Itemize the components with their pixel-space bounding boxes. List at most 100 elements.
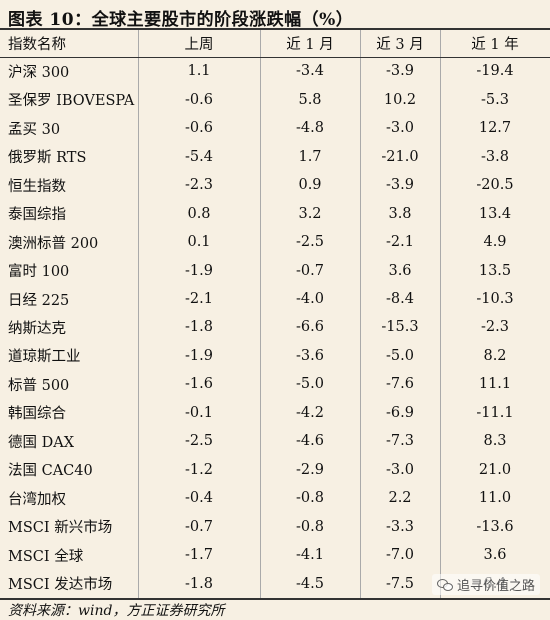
- cell-index-name: 圣保罗 IBOVESPA: [8, 93, 135, 110]
- cell-last-week: -2.5: [185, 433, 213, 450]
- cell-last-week: -0.6: [185, 91, 213, 108]
- cell-index-name: 纳斯达克: [8, 320, 66, 337]
- cell-1-year: 13.4: [478, 205, 512, 222]
- cell-1-year: -5.3: [481, 91, 509, 108]
- cell-3-month: -3.9: [386, 63, 414, 80]
- cell-index-name: 日经 225: [8, 292, 70, 309]
- table-row: 道琼斯工业 -1.9 -3.6 -5.0 8.2: [0, 342, 550, 370]
- cell-1-year: -3.8: [481, 148, 509, 165]
- cell-last-week: 0.1: [187, 234, 211, 251]
- table-row: 法国 CAC40 -1.2 -2.9 -3.0 21.0: [0, 456, 550, 484]
- header-last-week: 上周: [184, 37, 214, 53]
- table-header-rule: [0, 57, 550, 58]
- table-row: 泰国综指 0.8 3.2 3.8 13.4: [0, 199, 550, 227]
- cell-1-year: 8.2: [483, 347, 507, 364]
- cell-last-week: -2.3: [185, 177, 213, 194]
- column-divider: [360, 30, 361, 598]
- cell-last-week: -1.8: [185, 575, 213, 592]
- cell-1-year: 8.3: [483, 433, 507, 450]
- cell-last-week: -1.9: [185, 262, 213, 279]
- cell-1-month: -6.6: [296, 319, 324, 336]
- cell-1-year: -10.3: [476, 291, 514, 308]
- cell-3-month: -21.0: [381, 148, 419, 165]
- cell-1-month: -0.8: [296, 518, 324, 535]
- cell-3-month: -7.3: [386, 433, 414, 450]
- table-row: 纳斯达克 -1.8 -6.6 -15.3 -2.3: [0, 313, 550, 341]
- table-row: 台湾加权 -0.4 -0.8 2.2 11.0: [0, 484, 550, 512]
- header-1-year: 近 1 年: [471, 37, 519, 53]
- cell-3-month: -8.4: [386, 291, 414, 308]
- cell-1-year: 3.6: [483, 547, 507, 564]
- cell-index-name: 富时 100: [8, 264, 70, 281]
- cell-last-week: -1.9: [185, 347, 213, 364]
- cell-last-week: -0.6: [185, 120, 213, 137]
- cell-last-week: -5.4: [185, 148, 213, 165]
- cell-1-month: -4.2: [296, 404, 324, 421]
- header-index-name: 指数名称: [8, 37, 66, 53]
- cell-1-month: 1.7: [298, 148, 322, 165]
- source-note: 资料来源：wind，方正证券研究所: [8, 603, 225, 619]
- cell-last-week: -1.7: [185, 547, 213, 564]
- cell-1-year: 4.9: [483, 234, 507, 251]
- cell-index-name: 德国 DAX: [8, 434, 75, 451]
- column-divider: [138, 30, 139, 598]
- cell-3-month: -7.5: [386, 575, 414, 592]
- cell-3-month: -3.0: [386, 461, 414, 478]
- cell-3-month: 2.2: [388, 490, 412, 507]
- cell-3-month: -15.3: [381, 319, 419, 336]
- table-row: 恒生指数 -2.3 0.9 -3.9 -20.5: [0, 171, 550, 199]
- cell-1-year: 21.0: [478, 461, 512, 478]
- cell-index-name: 韩国综合: [8, 406, 66, 423]
- cell-index-name: 道琼斯工业: [8, 349, 81, 366]
- table-bottom-rule: [0, 598, 550, 600]
- cell-1-month: -5.0: [296, 376, 324, 393]
- cell-3-month: -2.1: [386, 234, 414, 251]
- cell-last-week: -0.7: [185, 518, 213, 535]
- cell-index-name: 恒生指数: [8, 178, 66, 195]
- cell-last-week: -1.8: [185, 319, 213, 336]
- watermark-text: 追寻价值之路: [456, 579, 535, 594]
- table-row: 富时 100 -1.9 -0.7 3.6 13.5: [0, 256, 550, 284]
- table-row: 日经 225 -2.1 -4.0 -8.4 -10.3: [0, 285, 550, 313]
- cell-index-name: 澳洲标普 200: [8, 235, 99, 252]
- cell-index-name: MSCI 全球: [8, 548, 84, 565]
- cell-3-month: -7.6: [386, 376, 414, 393]
- cell-last-week: 0.8: [187, 205, 211, 222]
- table-row: MSCI 新兴市场 -0.7 -0.8 -3.3 -13.6: [0, 513, 550, 541]
- header-1-month: 近 1 月: [286, 37, 334, 53]
- cell-1-month: -4.6: [296, 433, 324, 450]
- cell-3-month: -3.3: [386, 518, 414, 535]
- cell-1-month: -3.4: [296, 63, 324, 80]
- cell-index-name: MSCI 新兴市场: [8, 520, 113, 537]
- cell-last-week: 1.1: [187, 63, 211, 80]
- table-row: MSCI 全球 -1.7 -4.1 -7.0 3.6: [0, 541, 550, 569]
- cell-1-month: -4.0: [296, 291, 324, 308]
- cell-1-year: -11.1: [476, 404, 514, 421]
- cell-1-month: -0.7: [296, 262, 324, 279]
- table-row: 俄罗斯 RTS -5.4 1.7 -21.0 -3.8: [0, 142, 550, 170]
- cell-index-name: 台湾加权: [8, 491, 66, 508]
- cell-index-name: 孟买 30: [8, 121, 61, 138]
- cell-last-week: -2.1: [185, 291, 213, 308]
- cell-3-month: -5.0: [386, 347, 414, 364]
- cell-index-name: MSCI 发达市场: [8, 577, 113, 594]
- cell-1-month: 0.9: [298, 177, 322, 194]
- cell-1-year: 13.5: [478, 262, 512, 279]
- cell-1-month: -4.5: [296, 575, 324, 592]
- table-row: 韩国综合 -0.1 -4.2 -6.9 -11.1: [0, 399, 550, 427]
- cell-3-month: 10.2: [383, 91, 417, 108]
- cell-1-year: -2.3: [481, 319, 509, 336]
- header-3-month: 近 3 月: [376, 37, 424, 53]
- cell-index-name: 标普 500: [8, 377, 70, 394]
- cell-index-name: 泰国综指: [8, 207, 66, 224]
- table-title: 图表 10：全球主要股市的阶段涨跌幅（%）: [8, 10, 354, 30]
- cell-1-year: -20.5: [476, 177, 514, 194]
- cell-last-week: -1.2: [185, 461, 213, 478]
- column-divider: [440, 30, 441, 598]
- table-row: 澳洲标普 200 0.1 -2.5 -2.1 4.9: [0, 228, 550, 256]
- table-row: 德国 DAX -2.5 -4.6 -7.3 8.3: [0, 427, 550, 455]
- cell-1-year: 11.1: [478, 376, 512, 393]
- cell-last-week: -0.1: [185, 404, 213, 421]
- cell-3-month: -3.0: [386, 120, 414, 137]
- cell-3-month: 3.8: [388, 205, 412, 222]
